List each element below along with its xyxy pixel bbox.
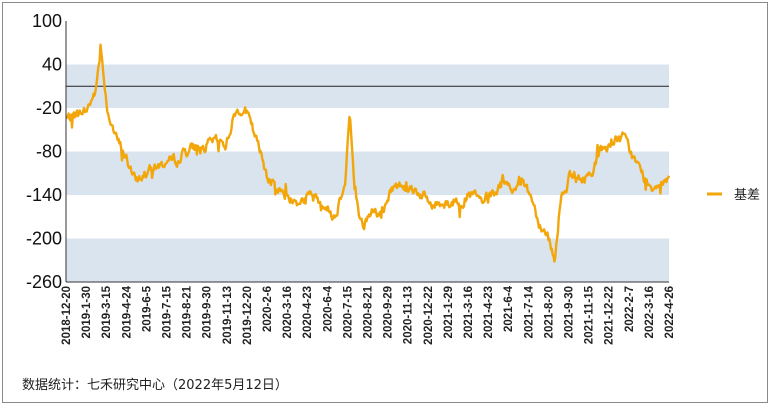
- x-tick-label: 2020-4-23: [302, 286, 314, 338]
- y-tick-label: 100: [32, 11, 62, 31]
- x-tick-label: 2022-3-16: [644, 286, 656, 338]
- x-tick-label: 2019-3-15: [101, 285, 113, 338]
- x-tick-label: 2022-4-26: [664, 286, 676, 338]
- x-tick-label: 2021-11-15: [584, 285, 596, 344]
- x-tick-label: 2021-1-29: [443, 286, 455, 338]
- y-tick-label: -200: [26, 229, 62, 249]
- x-tick-label: 2019-8-21: [182, 285, 194, 338]
- x-tick-label: 2021-7-14: [523, 285, 535, 338]
- x-tick-label: 2020-6-4: [322, 285, 334, 332]
- y-tick-label: -140: [26, 185, 62, 205]
- x-tick-label: 2019-11-13: [222, 286, 234, 344]
- x-tick-label: 2020-2-6: [262, 286, 274, 332]
- y-tick-label: -260: [26, 272, 62, 292]
- x-tick-label: 2021-4-23: [483, 286, 495, 338]
- source-note: 数据统计：七禾研究中心（2022年5月12日）: [22, 378, 288, 393]
- x-tick-label: 2021-3-16: [463, 286, 475, 338]
- x-tick-label: 2019-7-15: [162, 285, 174, 338]
- chart-band-2: [66, 238, 669, 282]
- y-tick-label: 40: [42, 55, 62, 75]
- x-tick-label: 2019-4-24: [121, 285, 133, 338]
- x-tick-label: 2021-9-30: [564, 286, 576, 338]
- x-tick-label: 2022-2-7: [624, 286, 636, 332]
- chart-band-1: [66, 151, 669, 195]
- y-tick-labels: 100 40 -20 -80 -140 -200 -260: [26, 11, 62, 292]
- legend: 基差: [707, 188, 760, 203]
- x-tick-label: 2020-7-15: [342, 285, 354, 338]
- series-line-jicha: [65, 43, 671, 263]
- x-tick-label: 2021-6-4: [503, 285, 515, 332]
- x-tick-label: 2019-1-30: [81, 286, 93, 338]
- x-tick-label: 2019-12-20: [242, 286, 254, 345]
- x-tick-label: 2020-9-29: [383, 286, 395, 338]
- x-tick-labels: 2018-12-20 2019-1-30 2019-3-15 2019-4-24 201…: [61, 285, 676, 344]
- x-tick-label: 2019-9-30: [202, 286, 214, 338]
- x-tick-label: 2020-8-21: [363, 285, 375, 338]
- x-tick-label: 2020-11-13: [403, 286, 415, 344]
- x-tick-label: 2021-8-20: [543, 286, 555, 338]
- x-tick-label: 2018-12-20: [61, 286, 73, 345]
- legend-label: 基差: [734, 188, 760, 203]
- y-tick-label: -80: [36, 142, 62, 162]
- x-tick-label: 2020-3-16: [282, 286, 294, 338]
- x-tick-label: 2019-6-5: [141, 285, 153, 332]
- x-tick-label: 2020-12-22: [423, 286, 435, 345]
- y-tick-label: -20: [36, 98, 62, 118]
- x-tick-label: 2021-12-22: [604, 286, 616, 345]
- chart-bands: [66, 64, 669, 282]
